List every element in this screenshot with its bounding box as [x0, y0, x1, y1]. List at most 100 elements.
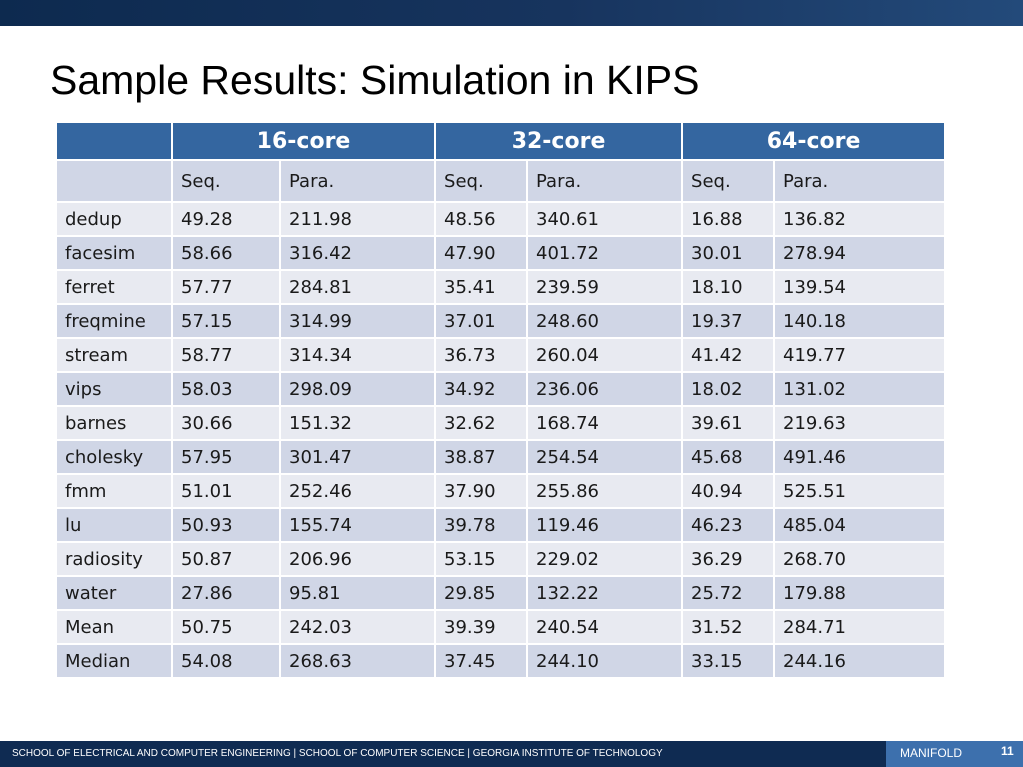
table-body: dedup 49.28 211.98 48.56 340.61 16.88 136.82 fa…: [55, 201, 947, 679]
table-cell: 485.04: [773, 507, 947, 543]
table-cell: 58.66: [171, 235, 281, 271]
table-cell: 46.23: [681, 507, 776, 543]
subheader-16-para: Para.: [278, 159, 437, 203]
table-cell: 268.70: [773, 541, 947, 577]
page-number: 11: [1001, 744, 1014, 758]
table-subheader-row: Seq. Para. Seq. Para. Seq. Para.: [55, 159, 947, 203]
table-row: Mean 50.75 242.03 39.39 240.54 31.52 284.71: [55, 609, 947, 645]
table-cell: 50.75: [171, 609, 281, 645]
row-label: fmm: [55, 473, 173, 509]
table-cell: 179.88: [773, 575, 947, 611]
table-cell: 401.72: [526, 235, 684, 271]
table-cell: 239.59: [526, 269, 684, 305]
slide-title: Sample Results: Simulation in KIPS: [50, 57, 700, 103]
table-cell: 34.92: [434, 371, 529, 407]
group-header-32-core: 32-core: [434, 121, 684, 161]
row-label: water: [55, 575, 173, 611]
table-cell: 39.39: [434, 609, 529, 645]
group-header-64-core: 64-core: [681, 121, 947, 161]
group-header-16-core: 16-core: [170, 121, 437, 161]
table-cell: 54.08: [171, 643, 281, 679]
table-row: ferret 57.77 284.81 35.41 239.59 18.10 139.54: [55, 269, 947, 305]
table-cell: 57.15: [171, 303, 281, 339]
table-cell: 298.09: [278, 371, 437, 407]
table-row: radiosity 50.87 206.96 53.15 229.02 36.29 268.…: [55, 541, 947, 577]
table-cell: 30.66: [171, 405, 281, 441]
table-subheader-corner: [55, 159, 173, 203]
table-cell: 37.90: [434, 473, 529, 509]
table-cell: 19.37: [681, 303, 776, 339]
table-cell: 206.96: [278, 541, 437, 577]
table-row: fmm 51.01 252.46 37.90 255.86 40.94 525.51: [55, 473, 947, 509]
row-label: vips: [55, 371, 173, 407]
table-cell: 27.86: [171, 575, 281, 611]
table-cell: 229.02: [526, 541, 684, 577]
table-cell: 155.74: [278, 507, 437, 543]
table-row: dedup 49.28 211.98 48.56 340.61 16.88 136.82: [55, 201, 947, 237]
row-label: Median: [55, 643, 173, 679]
table-cell: 39.61: [681, 405, 776, 441]
table-cell: 255.86: [526, 473, 684, 509]
table-row: vips 58.03 298.09 34.92 236.06 18.02 131.02: [55, 371, 947, 407]
table-cell: 58.77: [171, 337, 281, 373]
table-cell: 248.60: [526, 303, 684, 339]
table-cell: 314.99: [278, 303, 437, 339]
results-table: 16-core 32-core 64-core Seq. Para. Seq. …: [55, 121, 947, 679]
table-cell: 32.62: [434, 405, 529, 441]
table-cell: 25.72: [681, 575, 776, 611]
table-cell: 140.18: [773, 303, 947, 339]
table-cell: 38.87: [434, 439, 529, 475]
subheader-64-seq: Seq.: [681, 159, 776, 203]
table-cell: 314.34: [278, 337, 437, 373]
row-label: ferret: [55, 269, 173, 305]
table-row: cholesky 57.95 301.47 38.87 254.54 45.68 491.4…: [55, 439, 947, 475]
table-cell: 47.90: [434, 235, 529, 271]
table-cell: 57.95: [171, 439, 281, 475]
table-cell: 284.81: [278, 269, 437, 305]
table-cell: 41.42: [681, 337, 776, 373]
footer-institution-text: SCHOOL OF ELECTRICAL AND COMPUTER ENGINE…: [12, 748, 663, 759]
table-cell: 491.46: [773, 439, 947, 475]
row-label: Mean: [55, 609, 173, 645]
table-cell: 252.46: [278, 473, 437, 509]
table-cell: 132.22: [526, 575, 684, 611]
table-cell: 35.41: [434, 269, 529, 305]
table-cell: 244.10: [526, 643, 684, 679]
row-label: stream: [55, 337, 173, 373]
row-label: cholesky: [55, 439, 173, 475]
table-cell: 268.63: [278, 643, 437, 679]
row-label: facesim: [55, 235, 173, 271]
table-cell: 139.54: [773, 269, 947, 305]
table-row: facesim 58.66 316.42 47.90 401.72 30.01 278.94: [55, 235, 947, 271]
subheader-16-seq: Seq.: [171, 159, 281, 203]
table-cell: 278.94: [773, 235, 947, 271]
table-cell: 260.04: [526, 337, 684, 373]
table-cell: 51.01: [171, 473, 281, 509]
table-cell: 39.78: [434, 507, 529, 543]
table-cell: 57.77: [171, 269, 281, 305]
table-cell: 219.63: [773, 405, 947, 441]
table-row: Median 54.08 268.63 37.45 244.10 33.15 244.16: [55, 643, 947, 679]
table-row: lu 50.93 155.74 39.78 119.46 46.23 485.04: [55, 507, 947, 543]
table-cell: 36.73: [434, 337, 529, 373]
table-cell: 244.16: [773, 643, 947, 679]
table-cell: 49.28: [171, 201, 281, 237]
table-cell: 316.42: [278, 235, 437, 271]
table-cell: 211.98: [278, 201, 437, 237]
table-cell: 18.02: [681, 371, 776, 407]
table-cell: 37.45: [434, 643, 529, 679]
table-cell: 242.03: [278, 609, 437, 645]
table-cell: 119.46: [526, 507, 684, 543]
table-cell: 419.77: [773, 337, 947, 373]
table-cell: 30.01: [681, 235, 776, 271]
table-cell: 40.94: [681, 473, 776, 509]
footer-brand-text: MANIFOLD: [900, 746, 963, 760]
top-banner: [0, 0, 1023, 26]
table-cell: 50.93: [171, 507, 281, 543]
table-cell: 151.32: [278, 405, 437, 441]
row-label: dedup: [55, 201, 173, 237]
table-cell: 236.06: [526, 371, 684, 407]
table-cell: 254.54: [526, 439, 684, 475]
table-cell: 95.81: [278, 575, 437, 611]
subheader-64-para: Para.: [773, 159, 947, 203]
